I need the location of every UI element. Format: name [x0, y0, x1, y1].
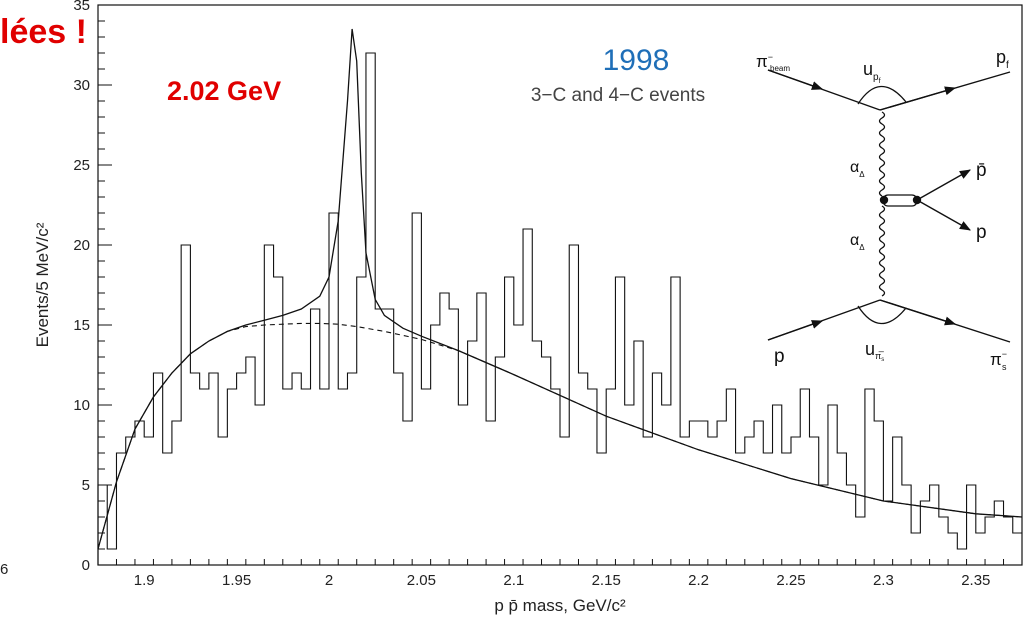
left-margin-digit: 6 — [0, 561, 8, 578]
pi-s-label: π− s — [990, 349, 1007, 372]
axis-tick-labels: 1.9 1.95 2 2.05 2.1 2.15 2.2 2.25 2.3 2.35 0 5 10 15 2… — [73, 0, 990, 589]
p-out-arrow — [916, 199, 971, 231]
p-in-arrow — [767, 320, 824, 341]
x-tick-label: 2.1 — [503, 572, 524, 589]
top-loop — [857, 85, 907, 105]
alpha-bottom-label: αΔ — [850, 232, 865, 252]
pbar-label: p̄ — [976, 160, 987, 181]
pf-label: pf — [996, 47, 1009, 71]
p-in-label: p — [774, 346, 785, 367]
x-axis-title: p p̄ mass, GeV/c² — [494, 596, 626, 615]
x-tick-label: 1.95 — [222, 572, 251, 589]
x-tick-label: 2.35 — [961, 572, 990, 589]
p-out-label: p — [976, 222, 987, 243]
axis-ticks — [97, 4, 1023, 566]
year-label: 1998 — [603, 44, 670, 77]
beam-in-arrow — [767, 69, 824, 90]
y-tick-label: 25 — [73, 157, 90, 174]
x-tick-label: 2.15 — [592, 572, 621, 589]
wavy-exchange-top — [878, 111, 886, 197]
y-tick-label: 10 — [73, 397, 90, 414]
y-tick-label: 30 — [73, 77, 90, 94]
bottom-loop — [857, 305, 907, 325]
y-axis-title: Events/5 MeV/c² — [33, 222, 52, 347]
red-title-fragment: lées ! — [0, 13, 87, 51]
y-tick-label: 20 — [73, 237, 90, 254]
signal-fit-curve — [97, 28, 1023, 550]
y-tick-label: 5 — [82, 477, 90, 494]
y-tick-label: 35 — [73, 0, 90, 14]
pis-out-arrow — [879, 299, 957, 326]
pi-beam-label: π− beam — [756, 52, 790, 73]
u-bottom-label: uπ̅s — [865, 339, 884, 363]
x-tick-label: 2.2 — [688, 572, 709, 589]
wavy-exchange-bottom — [878, 205, 886, 297]
x-tick-label: 2.05 — [407, 572, 436, 589]
peak-label: 2.02 GeV — [167, 76, 281, 106]
y-tick-label: 15 — [73, 317, 90, 334]
u-top-label: upf — [863, 59, 881, 85]
pf-out-arrow — [879, 86, 957, 111]
vertex-dot-left — [879, 195, 889, 205]
pbar-out-arrow — [916, 169, 971, 201]
x-tick-label: 1.9 — [134, 572, 155, 589]
feynman-diagram: π− beam pf upf αΔ αΔ p̄ p p uπ̅s π− s — [756, 47, 1011, 372]
events-label: 3−C and 4−C events — [531, 85, 705, 106]
y-tick-label: 0 — [82, 557, 90, 574]
x-tick-label: 2 — [325, 572, 333, 589]
alpha-top-label: αΔ — [850, 159, 865, 179]
histogram-step — [97, 52, 1022, 565]
x-tick-label: 2.3 — [873, 572, 894, 589]
x-tick-label: 2.25 — [776, 572, 805, 589]
